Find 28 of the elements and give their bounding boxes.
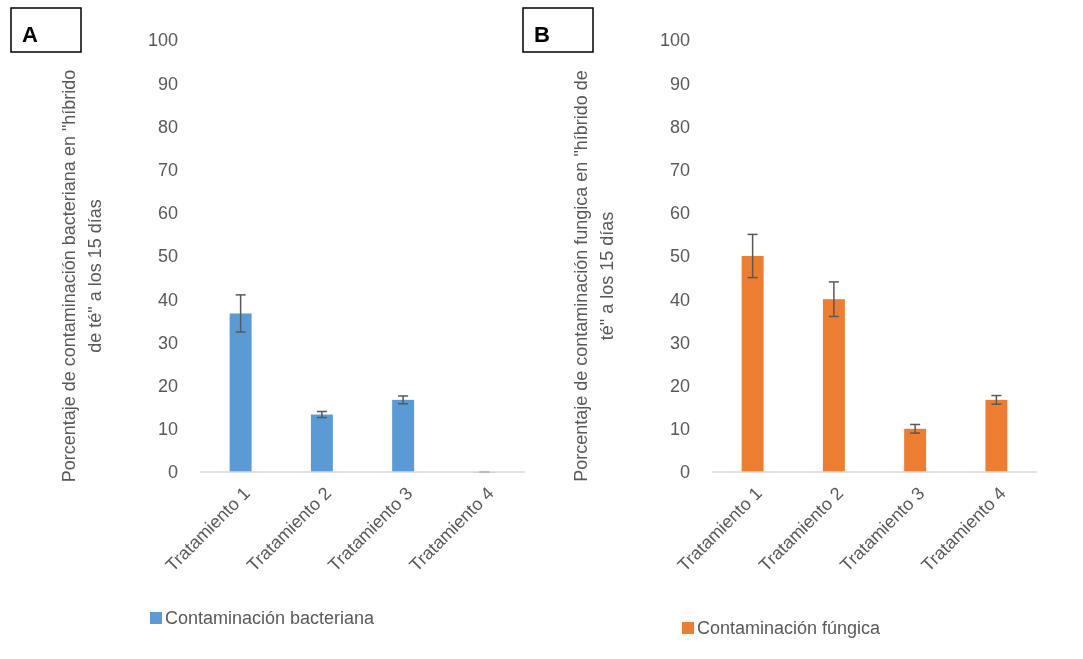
y-tick-label: 20 xyxy=(157,375,178,396)
y-tick-label: 40 xyxy=(157,289,178,310)
y-tick-label: 100 xyxy=(659,30,690,51)
y-tick-label: 90 xyxy=(669,73,690,94)
y-tick-label: 70 xyxy=(157,159,178,180)
y-tick-label: 80 xyxy=(669,116,690,137)
legend-label: Contaminación fúngica xyxy=(697,618,882,639)
y-tick-label: 30 xyxy=(669,332,690,353)
y-tick-label: 30 xyxy=(157,332,178,353)
y-tick-label: 0 xyxy=(167,462,178,483)
y-tick-label: 0 xyxy=(679,462,690,483)
y-tick-label: 10 xyxy=(669,419,690,440)
y-tick-label: 90 xyxy=(157,73,178,94)
chart-title: B xyxy=(534,22,550,47)
y-tick-label: 100 xyxy=(147,30,178,51)
y-tick-label: 40 xyxy=(669,289,690,310)
y-tick-label: 60 xyxy=(157,203,178,224)
y-tick-label: 10 xyxy=(157,419,178,440)
y-tick-label: 50 xyxy=(669,246,690,267)
legend-label: Contaminación bacteriana xyxy=(165,608,376,629)
y-axis-title: Porcentaje de contaminación bacteriana en "híbrido de té" a los 15 días xyxy=(59,69,105,483)
y-tick-label: 20 xyxy=(669,375,690,396)
y-axis-title: Porcentaje de contaminación fungica en "híbrido de té" a los 15 días xyxy=(571,70,617,482)
y-tick-label: 70 xyxy=(669,159,690,180)
y-tick-label: 60 xyxy=(669,203,690,224)
chart-title: A xyxy=(22,22,38,47)
y-tick-label: 80 xyxy=(157,116,178,137)
y-tick-label: 50 xyxy=(157,246,178,267)
